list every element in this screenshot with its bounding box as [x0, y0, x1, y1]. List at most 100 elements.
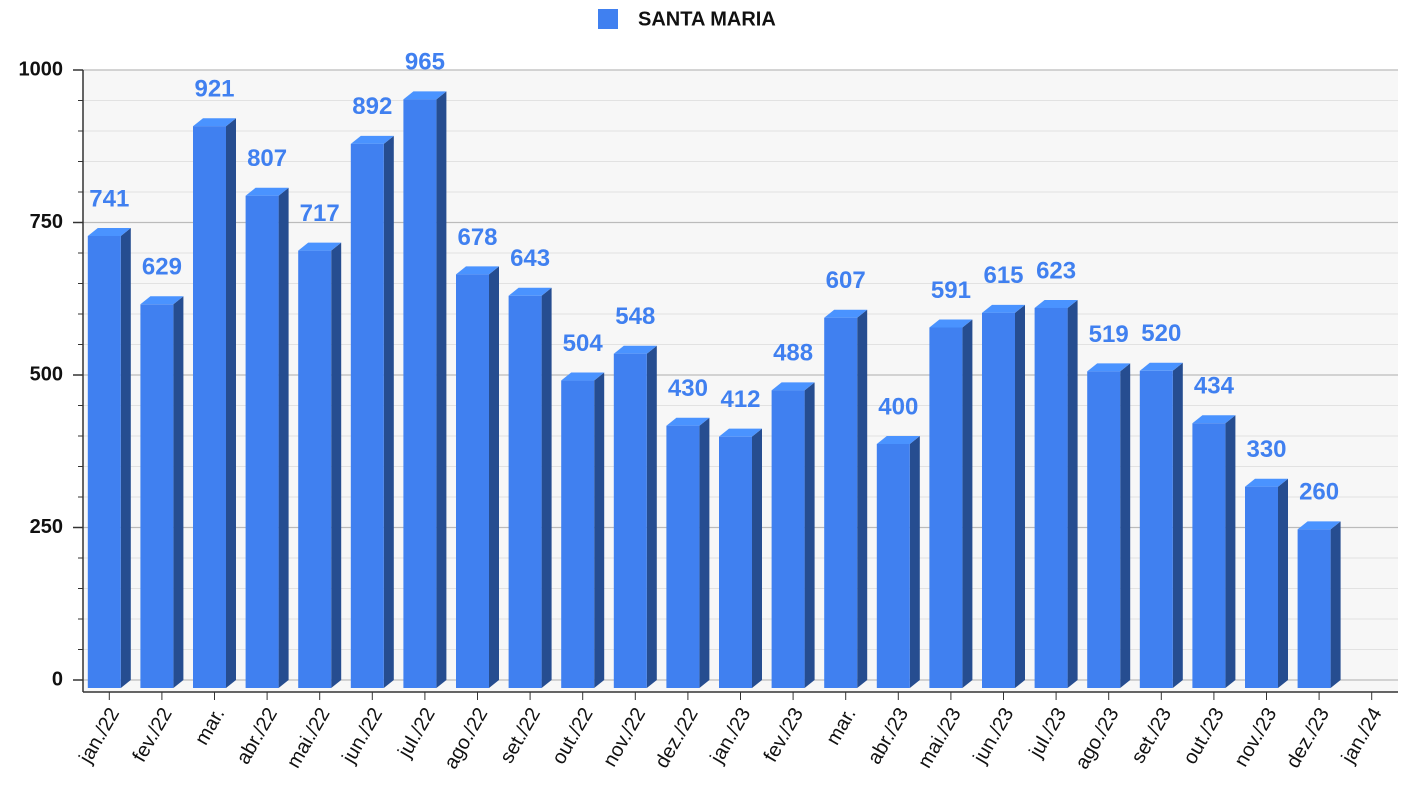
data-label: 607 [826, 267, 866, 294]
bar [771, 390, 805, 688]
x-tick-label: jul./22 [394, 704, 440, 762]
bar [1192, 423, 1226, 688]
y-tick-label: 750 [30, 211, 63, 233]
bar-side [962, 319, 973, 688]
x-tick-label: nov./22 [599, 704, 650, 771]
x-tick-label: mar. [822, 704, 861, 749]
bar-top [1192, 415, 1236, 424]
data-label: 434 [1194, 373, 1235, 400]
x-tick-label: mar. [191, 704, 230, 749]
bar-top [561, 372, 605, 381]
bar [666, 425, 700, 688]
x-tick-label: mai./22 [283, 704, 335, 772]
bar-top [666, 417, 710, 426]
bar-side [909, 436, 920, 688]
bar [613, 353, 647, 688]
y-tick-label: 1000 [19, 58, 64, 80]
data-label: 965 [405, 49, 445, 76]
x-tick-label: set./23 [1127, 704, 1176, 767]
x-tick-label: nov./23 [1230, 704, 1281, 771]
bar [982, 312, 1015, 688]
bar-side [541, 287, 552, 688]
data-label: 260 [1299, 479, 1339, 506]
bar-side [120, 227, 131, 689]
bar-side [331, 242, 342, 688]
data-label: 807 [247, 145, 287, 172]
data-label: 519 [1089, 321, 1129, 348]
bar-side [278, 187, 289, 689]
bar-top [298, 242, 342, 251]
x-tick-label: out./23 [1179, 704, 1229, 768]
x-tick-label: abr./22 [232, 704, 282, 768]
bar-side [1120, 363, 1131, 688]
bar-side [383, 135, 394, 688]
bar-top [613, 345, 657, 354]
bar-side [173, 296, 184, 688]
x-tick-label: jan./23 [706, 704, 756, 768]
bar-side [1015, 304, 1025, 688]
data-label: 741 [89, 185, 129, 212]
bar-side [646, 345, 657, 688]
bar [1245, 486, 1278, 688]
bar-side [436, 91, 447, 689]
y-tick-label: 500 [30, 363, 63, 385]
bar-side [594, 372, 605, 688]
bar-top [1087, 363, 1131, 372]
data-label: 615 [983, 262, 1023, 289]
bar-top [245, 187, 289, 196]
x-tick-label: abr./23 [864, 704, 914, 768]
data-label: 623 [1036, 257, 1076, 284]
bar-top [771, 382, 815, 391]
data-label: 412 [720, 386, 760, 413]
bar [298, 250, 332, 688]
data-label: 643 [510, 245, 550, 272]
bar-side [857, 309, 868, 688]
y-tick-label: 0 [52, 668, 63, 690]
x-tick-label: out./22 [548, 704, 598, 768]
bar-top [876, 436, 920, 444]
bar [508, 295, 542, 688]
data-label: 504 [563, 330, 604, 357]
bar-top [824, 309, 868, 318]
bar-side [1330, 521, 1341, 688]
bar-side [1172, 362, 1183, 688]
bar [1139, 370, 1173, 688]
bar-top [982, 304, 1025, 313]
data-label: 330 [1246, 436, 1286, 463]
bar [1034, 307, 1068, 688]
bar-top [1139, 362, 1183, 371]
data-label: 591 [931, 277, 971, 304]
bar [193, 126, 226, 688]
bar [140, 304, 174, 688]
bar [929, 327, 963, 688]
bar-top [87, 227, 131, 236]
bar-top [140, 296, 184, 305]
bar-side [1067, 299, 1078, 688]
x-tick-label: fev./22 [128, 704, 176, 766]
bar-top [929, 319, 973, 328]
x-tick-label: jun./23 [969, 704, 1019, 768]
bar-top [350, 135, 394, 144]
x-tick-label: dez./22 [651, 704, 703, 772]
bar-side [226, 118, 236, 688]
bar [245, 195, 279, 689]
bar-side [699, 417, 710, 688]
bar [719, 436, 752, 688]
bar-top [719, 428, 762, 437]
data-label: 400 [878, 393, 918, 420]
bar-side [489, 266, 499, 688]
bar [456, 274, 489, 688]
data-label: 629 [142, 254, 182, 281]
bar-side [1278, 478, 1288, 688]
bar-top [193, 118, 236, 127]
bar [824, 317, 858, 688]
bar [1087, 371, 1121, 688]
bar-side [752, 428, 762, 688]
bar-side [804, 382, 815, 688]
x-tick-label: jul./23 [1025, 704, 1071, 762]
x-tick-label: ago./22 [440, 704, 492, 773]
x-tick-label: dez./23 [1282, 704, 1334, 772]
bar-side [1225, 415, 1236, 688]
x-tick-label: mai./23 [914, 704, 966, 772]
